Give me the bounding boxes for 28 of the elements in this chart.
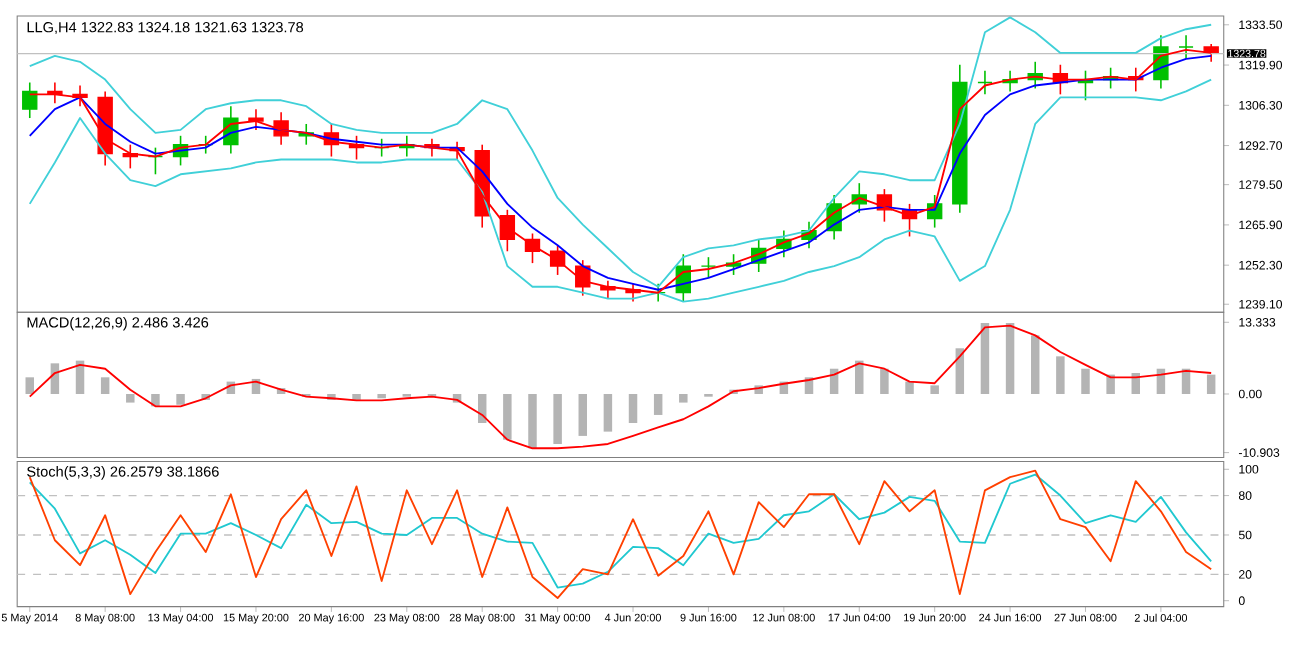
candlestick — [1178, 34, 1194, 60]
bar — [503, 393, 512, 440]
bar — [628, 393, 638, 423]
bar — [1081, 368, 1090, 394]
bar — [176, 393, 185, 405]
candlestick — [248, 108, 264, 131]
bar — [352, 393, 361, 400]
bar — [653, 393, 663, 415]
bar — [126, 393, 135, 403]
bar — [679, 393, 688, 403]
bar — [25, 377, 34, 394]
bar — [1005, 322, 1015, 394]
bar — [880, 368, 889, 394]
bar — [1056, 356, 1065, 394]
bar — [980, 322, 990, 394]
candlestick — [977, 69, 993, 95]
bar — [1030, 335, 1040, 394]
candlestick — [22, 81, 38, 119]
bar — [1206, 374, 1216, 394]
bar — [578, 393, 587, 436]
bar — [553, 393, 562, 444]
bar — [930, 385, 939, 394]
bar — [528, 393, 537, 449]
bar — [855, 360, 864, 394]
candlestick — [700, 256, 717, 279]
bar — [377, 393, 386, 399]
bar — [100, 377, 110, 394]
bar — [603, 393, 613, 432]
